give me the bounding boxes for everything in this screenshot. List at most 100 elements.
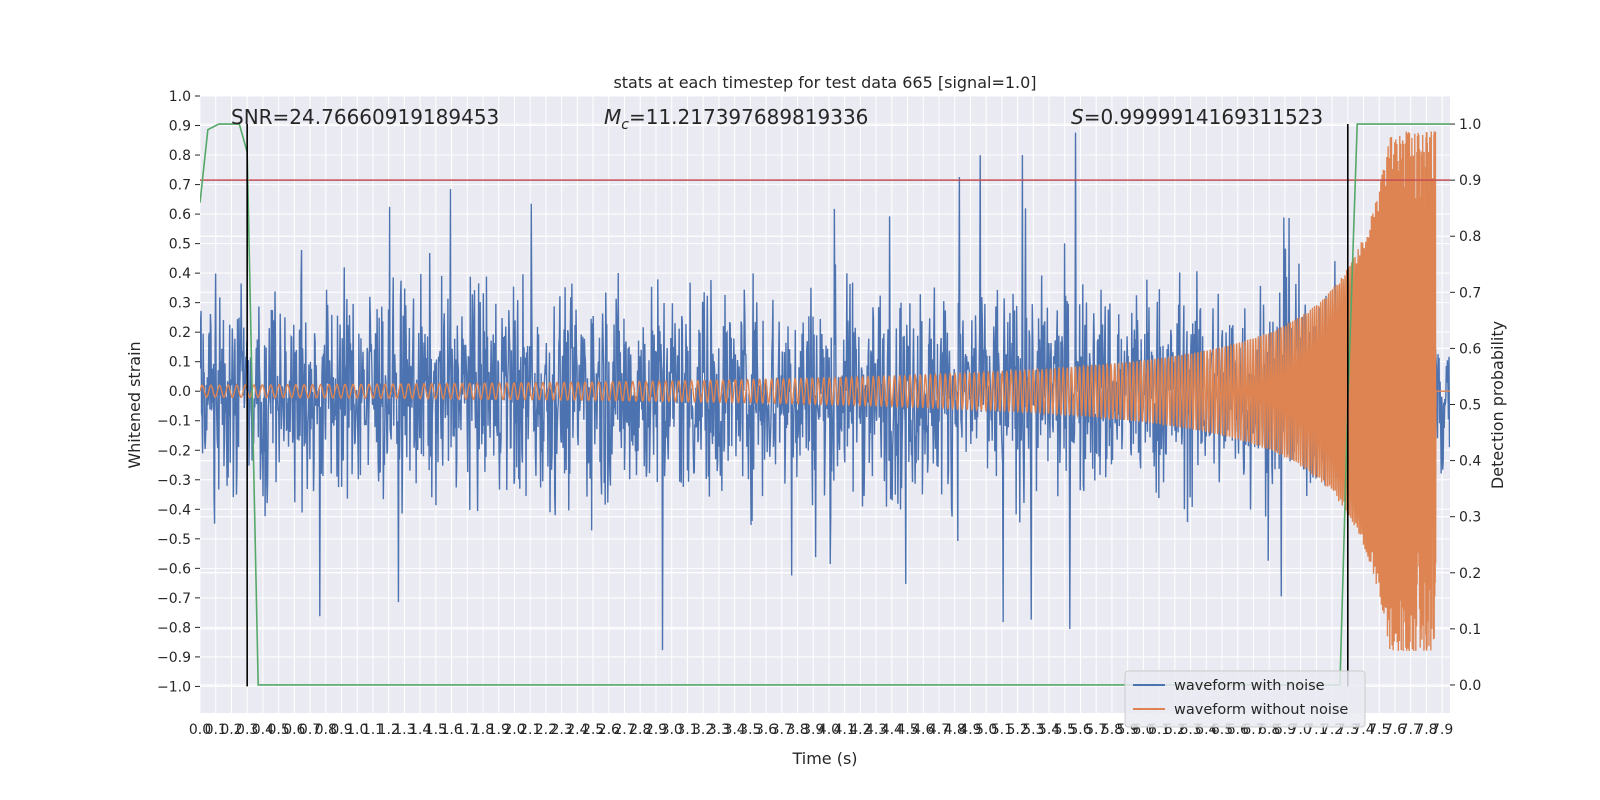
x-tick-label: 3.7 bbox=[771, 722, 793, 738]
x-tick-label: 3.9 bbox=[802, 722, 824, 738]
x-axis-label: Time (s) bbox=[791, 749, 857, 768]
x-tick-label: 5.5 bbox=[1054, 722, 1076, 738]
y-tick-label: 0.1 bbox=[169, 355, 191, 371]
y2-tick-label: 0.5 bbox=[1459, 398, 1481, 414]
x-tick-label: 7.5 bbox=[1368, 722, 1390, 738]
y-tick-label: 0.3 bbox=[169, 296, 191, 312]
x-tick-label: 1.1 bbox=[362, 722, 384, 738]
x-tick-label: 1.3 bbox=[393, 722, 415, 738]
detection-probability-line bbox=[200, 123, 1450, 686]
x-tick-label: 0.3 bbox=[236, 722, 258, 738]
legend-label-clean: waveform without noise bbox=[1174, 702, 1348, 718]
x-tick-label: 4.7 bbox=[928, 722, 950, 738]
chirp-mass-annotation: Mc=11.217397689819336 bbox=[604, 105, 868, 133]
y-tick-label: −0.5 bbox=[157, 532, 191, 548]
x-tick-label: 2.3 bbox=[551, 722, 573, 738]
x-tick-label: 0.6 bbox=[283, 722, 305, 738]
x-tick-label: 2.8 bbox=[629, 722, 651, 738]
legend-box bbox=[1124, 670, 1366, 728]
x-tick-label: 7.7 bbox=[1400, 722, 1422, 738]
x-tick-label: 7.6 bbox=[1384, 722, 1406, 738]
y-tick-label: −0.1 bbox=[157, 414, 191, 430]
y-tick-label: 0.5 bbox=[169, 237, 191, 253]
x-tick-label: 1.9 bbox=[488, 722, 510, 738]
x-tick-label: 0.8 bbox=[315, 722, 337, 738]
x-tick-label: 4.5 bbox=[896, 722, 918, 738]
x-tick-label: 1.4 bbox=[409, 722, 431, 738]
y-tick-label: 0.7 bbox=[169, 178, 191, 194]
y-tick-label: −0.8 bbox=[157, 620, 191, 636]
y-tick-label: 0.4 bbox=[169, 266, 191, 282]
x-tick-label: 2.6 bbox=[598, 722, 620, 738]
x-tick-label: 2.9 bbox=[645, 722, 667, 738]
x-tick-label: 4.0 bbox=[818, 722, 840, 738]
series-layer bbox=[200, 131, 1450, 652]
x-tick-label: 5.4 bbox=[1038, 722, 1060, 738]
x-tick-label: 4.1 bbox=[834, 722, 856, 738]
x-tick-label: 5.3 bbox=[1022, 722, 1044, 738]
y2-tick-label: 0.6 bbox=[1459, 341, 1481, 357]
y-tick-label: −0.9 bbox=[157, 650, 191, 666]
x-tick-label: 4.3 bbox=[865, 722, 887, 738]
x-tick-label: 3.8 bbox=[786, 722, 808, 738]
legend-label-noise: waveform with noise bbox=[1174, 678, 1325, 694]
y2-tick-label: 0.1 bbox=[1459, 622, 1481, 638]
x-tick-label: 1.8 bbox=[472, 722, 494, 738]
chirp-mass-subscript: c bbox=[621, 117, 629, 133]
y-tick-label: 0.2 bbox=[169, 325, 191, 341]
y2-tick-label: 0.7 bbox=[1459, 285, 1481, 301]
x-tick-label: 0.1 bbox=[205, 722, 227, 738]
x-tick-label: 1.2 bbox=[378, 722, 400, 738]
x-tick-label: 0.4 bbox=[252, 722, 274, 738]
x-tick-label: 0.7 bbox=[299, 722, 321, 738]
chirp-mass-symbol: M bbox=[604, 105, 621, 129]
x-tick-label: 3.1 bbox=[676, 722, 698, 738]
y-tick-label: 1.0 bbox=[169, 89, 191, 105]
x-tick-label: 1.7 bbox=[456, 722, 478, 738]
x-tick-label: 5.8 bbox=[1101, 722, 1123, 738]
x-tick-label: 5.7 bbox=[1085, 722, 1107, 738]
y-tick-label: −0.7 bbox=[157, 591, 191, 607]
x-tick-label: 3.3 bbox=[708, 722, 730, 738]
series-waveform-without-noise bbox=[200, 131, 1450, 652]
y-tick-label: −0.4 bbox=[157, 502, 191, 518]
legend: waveform with noise waveform without noi… bbox=[1124, 670, 1366, 728]
y2-axis-label: Detection probability bbox=[1488, 321, 1507, 489]
x-tick-label: 4.4 bbox=[881, 722, 903, 738]
x-tick-label: 5.2 bbox=[1006, 722, 1028, 738]
x-tick-label: 0.9 bbox=[330, 722, 352, 738]
score-symbol: S bbox=[1071, 105, 1084, 129]
y-axis-label: Whitened strain bbox=[125, 341, 144, 468]
x-tick-label: 4.8 bbox=[944, 722, 966, 738]
y2-tick-label: 1.0 bbox=[1459, 117, 1481, 133]
y2-tick-label: 0.0 bbox=[1459, 678, 1481, 694]
x-tick-label: 3.6 bbox=[755, 722, 777, 738]
x-tick-label: 1.5 bbox=[425, 722, 447, 738]
y2-tick-label: 0.4 bbox=[1459, 454, 1481, 470]
x-tick-label: 0.0 bbox=[189, 722, 211, 738]
y2-tick-label: 0.2 bbox=[1459, 566, 1481, 582]
chirp-mass-value: =11.217397689819336 bbox=[629, 105, 868, 129]
y2-tick-label: 0.8 bbox=[1459, 229, 1481, 245]
y-tick-label: 0.6 bbox=[169, 207, 191, 223]
y2-tick-label: 0.9 bbox=[1459, 173, 1481, 189]
y-tick-label: 0.0 bbox=[169, 384, 191, 400]
x-tick-label: 3.4 bbox=[723, 722, 745, 738]
probability-layer bbox=[200, 123, 1450, 687]
x-tick-label: 2.5 bbox=[582, 722, 604, 738]
y-tick-label: −0.6 bbox=[157, 561, 191, 577]
x-tick-label: 5.0 bbox=[975, 722, 997, 738]
y-tick-label: −0.2 bbox=[157, 443, 191, 459]
y-tick-label: 0.9 bbox=[169, 119, 191, 135]
score-annotation: S=0.9999914169311523 bbox=[1071, 105, 1323, 129]
y-tick-label: 0.8 bbox=[169, 148, 191, 164]
x-tick-label: 7.9 bbox=[1431, 722, 1453, 738]
x-tick-label: 4.9 bbox=[959, 722, 981, 738]
y-tick-label: −1.0 bbox=[157, 679, 191, 695]
x-tick-label: 1.0 bbox=[346, 722, 368, 738]
y2-tick-label: 0.3 bbox=[1459, 510, 1481, 526]
snr-annotation: SNR=24.76660919189453 bbox=[231, 105, 499, 129]
x-tick-label: 4.2 bbox=[849, 722, 871, 738]
x-tick-label: 2.0 bbox=[503, 722, 525, 738]
